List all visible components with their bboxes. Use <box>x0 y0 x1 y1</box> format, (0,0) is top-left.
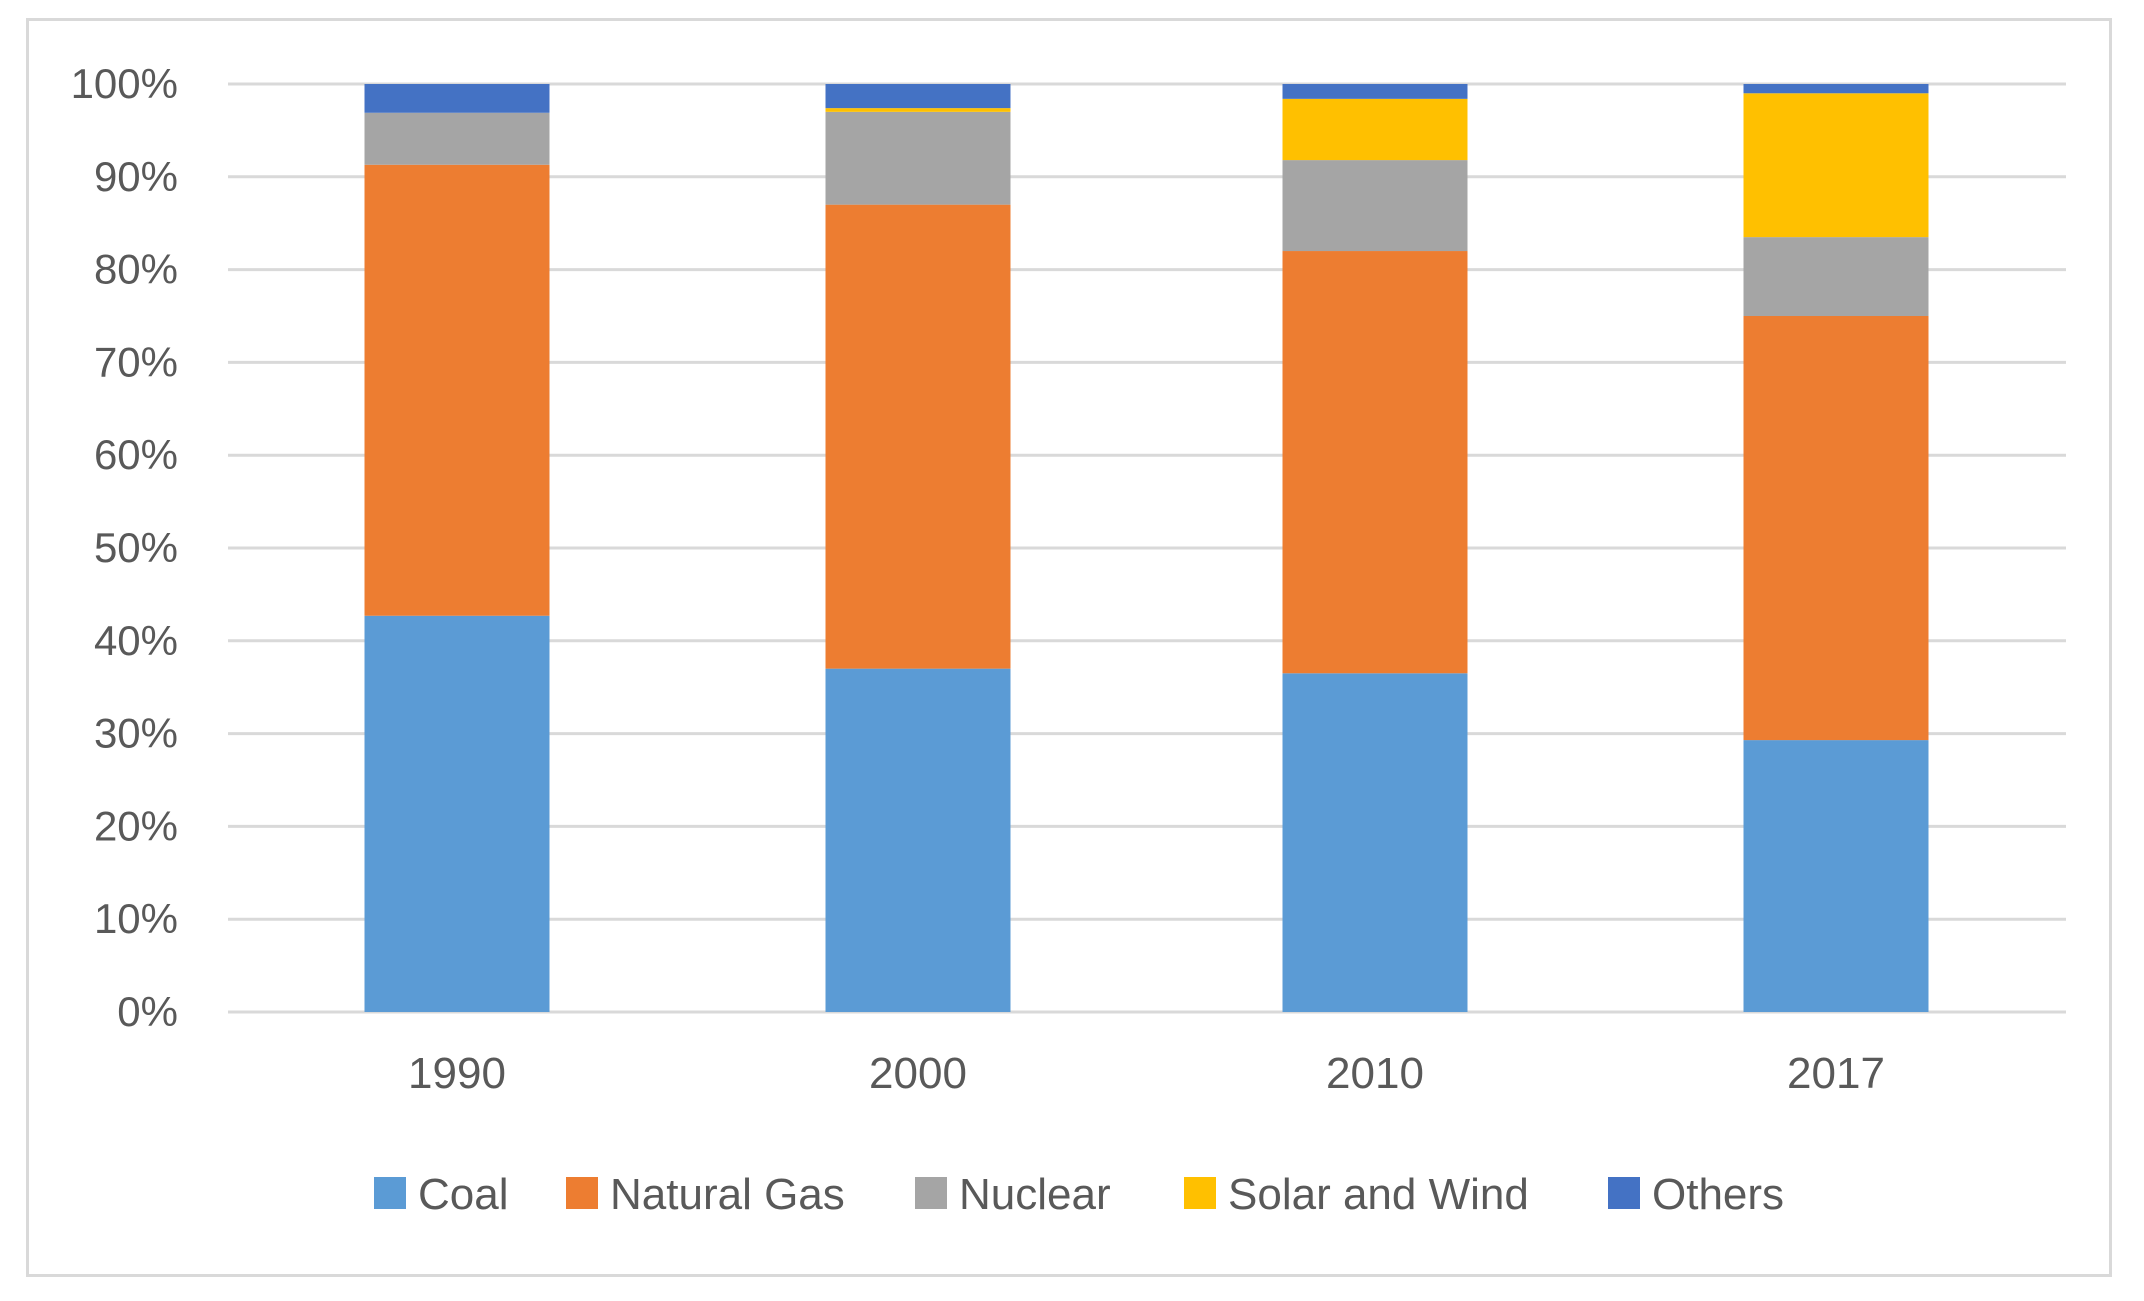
y-tick-label: 60% <box>94 431 178 478</box>
y-tick-label: 100% <box>71 60 178 107</box>
x-tick-label: 2000 <box>869 1049 967 1098</box>
legend-swatch-others <box>1608 1177 1640 1209</box>
bars <box>364 84 1929 1012</box>
legend-swatch-nuclear <box>915 1177 947 1209</box>
legend-swatch-natural-gas <box>566 1177 598 1209</box>
y-tick-label: 70% <box>94 338 178 385</box>
bar-segment-others-2017 <box>1743 84 1929 94</box>
legend-label-others: Others <box>1652 1170 1784 1219</box>
bar-segment-others-1990 <box>364 84 550 113</box>
y-tick-label: 90% <box>94 153 178 200</box>
bar-segment-solar-and-wind-2000 <box>825 108 1011 112</box>
bar-segment-coal-2017 <box>1743 740 1929 1012</box>
y-tick-label: 20% <box>94 802 178 849</box>
legend-label-nuclear: Nuclear <box>959 1170 1111 1219</box>
bar-segment-coal-2010 <box>1282 673 1468 1012</box>
legend-swatch-solar-and-wind <box>1184 1177 1216 1209</box>
bar-segment-natural-gas-1990 <box>364 164 550 616</box>
bar-segment-coal-1990 <box>364 615 550 1012</box>
y-axis-tick-labels: 0% 10% 20% 30% 40% 50% 60% 70% 80% 90% 100% <box>71 60 178 1035</box>
x-tick-label: 2010 <box>1326 1049 1424 1098</box>
bar-segment-nuclear-2017 <box>1743 237 1929 316</box>
bar-segment-others-2000 <box>825 84 1011 109</box>
y-tick-label: 0% <box>117 988 178 1035</box>
bar-segment-solar-and-wind-2017 <box>1743 93 1929 238</box>
bar-segment-coal-2000 <box>825 668 1011 1012</box>
bar-segment-nuclear-2000 <box>825 111 1011 205</box>
legend-label-solar-and-wind: Solar and Wind <box>1228 1170 1529 1219</box>
bar-segment-nuclear-2010 <box>1282 160 1468 252</box>
x-tick-label: 1990 <box>408 1049 506 1098</box>
legend-label-coal: Coal <box>418 1170 509 1219</box>
bar-segment-nuclear-1990 <box>364 112 550 165</box>
legend-label-natural-gas: Natural Gas <box>610 1170 845 1219</box>
legend-swatch-coal <box>374 1177 406 1209</box>
bar-segment-solar-and-wind-2010 <box>1282 98 1468 161</box>
y-tick-label: 10% <box>94 895 178 942</box>
legend: Coal Natural Gas Nuclear Solar and Wind Othe… <box>374 1170 1784 1219</box>
bar-segment-others-2010 <box>1282 84 1468 99</box>
x-tick-label: 2017 <box>1787 1049 1885 1098</box>
bar-segment-natural-gas-2017 <box>1743 316 1929 741</box>
bar-segment-natural-gas-2000 <box>825 204 1011 669</box>
x-axis-tick-labels: 1990 2000 2010 2017 <box>408 1049 1885 1098</box>
y-tick-label: 50% <box>94 524 178 571</box>
y-tick-label: 30% <box>94 710 178 757</box>
y-tick-label: 80% <box>94 246 178 293</box>
bar-segment-natural-gas-2010 <box>1282 251 1468 674</box>
y-tick-label: 40% <box>94 617 178 664</box>
